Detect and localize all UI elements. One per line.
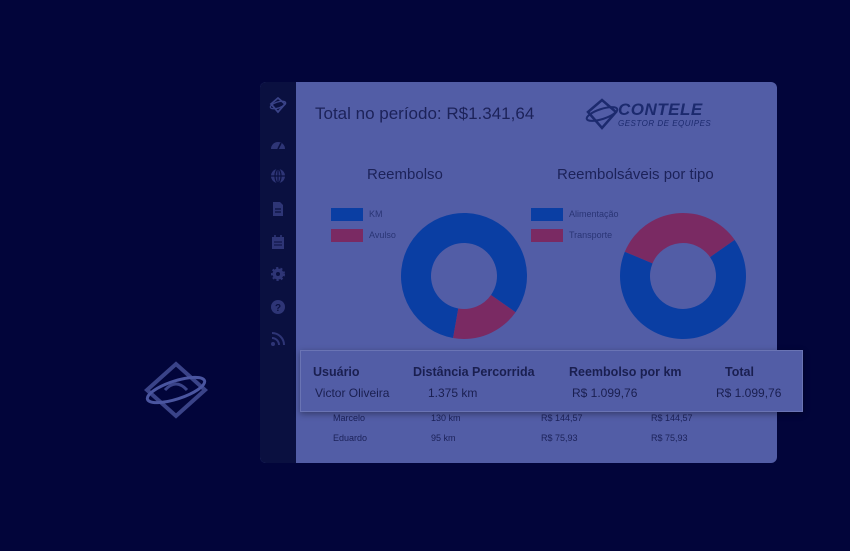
- donut-slice-km: [401, 213, 527, 339]
- column-header-rate: Reembolso por km: [569, 365, 682, 379]
- main-content: Total no período: R$1.341,64 CONTELE GES…: [296, 82, 777, 463]
- donut-slice-transporte: [624, 213, 735, 264]
- contele-logo-icon: [144, 361, 208, 419]
- table-cell: R$ 75,93: [651, 433, 688, 443]
- legend-swatch: [331, 229, 363, 242]
- table-cell: 130 km: [431, 413, 461, 423]
- period-total: Total no período: R$1.341,64: [315, 104, 535, 123]
- help-icon[interactable]: ?: [269, 298, 287, 316]
- table-cell: R$ 144,57: [651, 413, 693, 423]
- sidebar: ?: [260, 82, 296, 463]
- contele-logo-icon: [585, 98, 619, 130]
- legend-label: Avulso: [369, 230, 396, 240]
- donut-slice-avulso: [453, 294, 516, 339]
- logo-icon[interactable]: [269, 96, 287, 114]
- legend-swatch: [331, 208, 363, 221]
- document-icon[interactable]: [269, 200, 287, 218]
- chart-title-reembolsaveis: Reembolsáveis por tipo: [557, 166, 714, 183]
- cell-total: R$ 1.099,76: [716, 386, 782, 400]
- svg-text:?: ?: [275, 303, 281, 314]
- legend-label: Transporte: [569, 230, 613, 240]
- chart-title-reembolso: Reembolso: [367, 166, 443, 183]
- legend-label: KM: [369, 209, 383, 219]
- brand-name: CONTELE: [618, 100, 703, 119]
- table-cell: 95 km: [431, 433, 456, 443]
- reimbursement-table: Marcelo 130 km R$ 144,57 R$ 144,57 Eduar…: [296, 82, 777, 463]
- legend-label: Alimentação: [569, 209, 619, 219]
- highlighted-table-card[interactable]: Usuário Distância Percorrida Reembolso p…: [300, 350, 803, 412]
- column-header-distance: Distância Percorrida: [413, 365, 535, 379]
- table-cell: R$ 144,57: [541, 413, 583, 423]
- donut-chart-reembolsaveis: [620, 213, 746, 339]
- brand-tagline: GESTOR DE EQUIPES: [618, 119, 712, 128]
- table-cell: Marcelo: [333, 413, 366, 423]
- donut-chart-reembolso: [401, 213, 527, 339]
- legend-swatch: [531, 208, 563, 221]
- donut-slice-alimentação: [620, 239, 746, 339]
- table-cell: R$ 75,93: [541, 433, 578, 443]
- contele-brand: CONTELE GESTOR DE EQUIPES: [584, 96, 724, 132]
- gear-icon[interactable]: [269, 265, 287, 283]
- globe-icon[interactable]: [269, 167, 287, 185]
- table-cell: Eduardo: [333, 433, 368, 443]
- dashboard-icon[interactable]: [269, 136, 287, 154]
- cell-user: Victor Oliveira: [315, 386, 390, 400]
- legend-swatch: [531, 229, 563, 242]
- cell-rate: R$ 1.099,76: [572, 386, 638, 400]
- column-header-total: Total: [725, 365, 754, 379]
- cell-distance: 1.375 km: [428, 386, 478, 400]
- calendar-icon[interactable]: [269, 233, 287, 251]
- rss-icon[interactable]: [269, 330, 287, 348]
- column-header-user: Usuário: [313, 365, 360, 379]
